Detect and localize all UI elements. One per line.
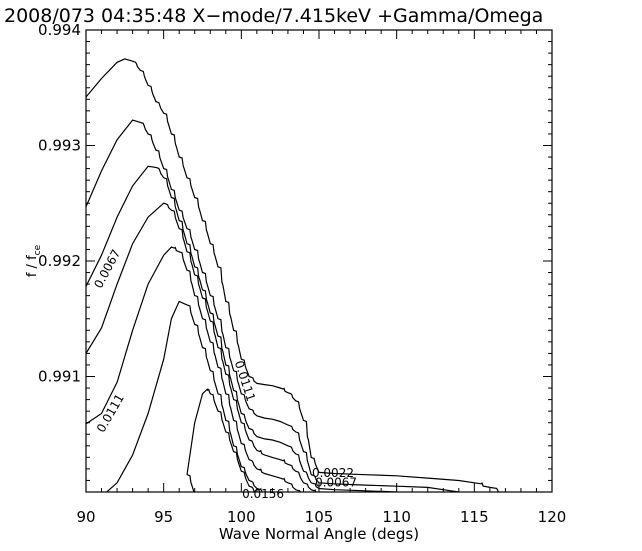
contour-line-6 xyxy=(105,300,264,492)
y-tick-label: 0.993 xyxy=(38,137,81,155)
x-tick-label: 90 xyxy=(76,508,95,526)
contour-line-5 xyxy=(86,246,301,492)
contour-line-8 xyxy=(186,474,195,492)
x-axis-label: Wave Normal Angle (degs) xyxy=(219,525,419,543)
x-tick-label: 105 xyxy=(305,508,334,526)
contour-line-4 xyxy=(86,202,317,492)
axis-ticks: 90 95 100 105 110 115 120 0.991 0.992 0.993 0.994 xyxy=(38,21,566,526)
y-axis-label-main: f xyxy=(25,272,40,277)
contour-line-7 xyxy=(186,388,256,492)
x-tick-label: 120 xyxy=(538,508,567,526)
chart-title: 2008/073 04:35:48 X−mode/7.415keV +Gamma… xyxy=(4,5,543,27)
contour-lines xyxy=(86,58,499,492)
contour-label-1: 0.0022 xyxy=(312,466,354,480)
x-tick-label: 100 xyxy=(227,508,256,526)
x-tick-label: 115 xyxy=(460,508,489,526)
plot-frame xyxy=(85,29,553,493)
x-tick-label: 95 xyxy=(154,508,173,526)
contour-label-5: 0.0111 xyxy=(94,392,127,435)
y-axis-label-sub: ce xyxy=(33,244,43,255)
contour-line-2 xyxy=(86,119,468,492)
y-tick-label: 0.994 xyxy=(38,21,81,39)
x-tick-label: 110 xyxy=(382,508,411,526)
y-tick-label: 0.992 xyxy=(38,252,81,270)
contour-line-3 xyxy=(86,165,405,492)
y-axis-label: f / fce xyxy=(25,244,43,277)
contour-label-4: 0.0067 xyxy=(91,247,123,291)
contour-label-3: 0.0156 xyxy=(242,487,284,501)
y-axis-label-slash: / f xyxy=(25,255,40,273)
contour-label-2: 0.0067 xyxy=(315,475,357,489)
svg-text:f / fce: f / fce xyxy=(25,244,43,277)
y-tick-label: 0.991 xyxy=(38,368,81,386)
contour-line-1 xyxy=(86,58,499,492)
